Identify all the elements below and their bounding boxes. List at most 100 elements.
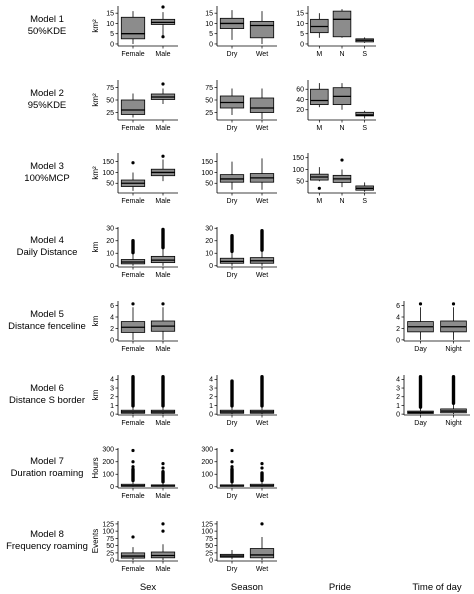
x-tick-label: Day	[414, 420, 427, 427]
x-tick-label: Male	[155, 346, 170, 353]
column-title-season: Season	[231, 582, 263, 593]
y-tick-label: 10	[296, 21, 304, 28]
y-tick-label: 0	[396, 337, 400, 344]
y-tick-label: 20	[296, 107, 304, 114]
box-iqr	[332, 10, 352, 38]
panel-model2-season: 25 50 75 Dry Wet	[205, 80, 277, 132]
box-iqr	[355, 111, 374, 117]
box-male	[150, 227, 176, 266]
y-tick-label: 10	[205, 21, 213, 28]
x-tick-label: Female	[121, 493, 144, 500]
box-female	[120, 535, 146, 561]
y-axis-label: km	[91, 389, 100, 400]
y-tick-label: 4	[209, 377, 213, 384]
row-label-line: Model 7	[30, 456, 64, 467]
row-label-line: Daily Distance	[17, 247, 78, 258]
box-dry	[219, 234, 245, 266]
y-tick-label: 0	[110, 412, 114, 419]
row-label-line: Model 4	[30, 235, 64, 246]
y-tick-label: 20	[106, 238, 114, 245]
x-tick-label: Male	[155, 493, 170, 500]
box-m	[310, 13, 329, 38]
row-label-line: Model 3	[30, 161, 64, 172]
box-night	[440, 375, 467, 415]
box-wet	[249, 462, 275, 487]
y-tick-label: 0	[110, 484, 114, 491]
y-tick-label: 50	[106, 543, 114, 550]
row-label-line: Distance fenceline	[8, 321, 86, 332]
panel-model6-sex: 0 1 2 34 km Female Male	[91, 375, 178, 427]
y-tick-label: 0	[209, 412, 213, 419]
outlier-point	[161, 466, 165, 470]
x-tick-label: Dry	[227, 198, 238, 205]
box-m	[310, 83, 329, 108]
y-tick-label: 150	[292, 155, 304, 162]
x-tick-label: Female	[121, 566, 144, 573]
y-tick-label: 150	[201, 159, 213, 166]
y-tick-label: 50	[106, 97, 114, 104]
box-night	[440, 302, 467, 340]
y-tick-label: 75	[205, 536, 213, 543]
outlier-point	[161, 154, 165, 158]
x-tick-label: Male	[155, 125, 170, 132]
x-tick-label: Wet	[256, 272, 268, 279]
y-tick-label: 4	[396, 314, 400, 321]
box-dry	[219, 10, 245, 40]
x-tick-label: M	[316, 198, 322, 205]
box-iqr	[120, 16, 146, 40]
x-tick-label: Wet	[256, 566, 268, 573]
y-tick-label: 50	[296, 179, 304, 186]
row-label-model-2: Model 295%KDE	[28, 88, 67, 111]
y-tick-label: 0	[209, 558, 213, 565]
y-tick-label: 0	[300, 41, 304, 48]
panel-model1-pride: 0 5 10 15 M N S	[296, 6, 376, 58]
x-tick-label: Male	[155, 198, 170, 205]
outlier-point	[161, 529, 165, 533]
y-tick-label: 5	[209, 31, 213, 38]
panel-model3-season: 50 100 150 Dry Wet	[201, 153, 277, 205]
box-wet	[249, 522, 275, 561]
y-tick-label: 300	[201, 447, 213, 454]
y-axis-label: km	[91, 241, 100, 252]
x-tick-label: Wet	[256, 493, 268, 500]
y-tick-label: 25	[205, 110, 213, 117]
box-male	[150, 302, 176, 340]
x-tick-label: N	[339, 125, 344, 132]
box-male	[150, 522, 176, 561]
y-tick-label: 300	[102, 447, 114, 454]
outlier-point	[317, 186, 321, 190]
box-n	[332, 158, 352, 188]
box-male	[150, 154, 176, 182]
outlier-point	[260, 462, 264, 466]
x-tick-label: Dry	[227, 272, 238, 279]
row-label-line: 50%KDE	[28, 26, 67, 37]
y-axis-label: Events	[91, 529, 100, 553]
y-tick-label: 2	[396, 394, 400, 401]
outlier-point	[131, 460, 135, 464]
y-tick-label: 75	[106, 536, 114, 543]
y-tick-label: 30	[205, 226, 213, 233]
panel-model5-time: 0 2 4 6 Day Night	[396, 301, 470, 353]
y-tick-label: 125	[102, 521, 114, 528]
x-tick-label: S	[362, 51, 367, 58]
y-tick-label: 3	[110, 385, 114, 392]
box-n	[332, 9, 352, 38]
box-female	[120, 161, 146, 191]
x-tick-label: Dry	[227, 493, 238, 500]
outlier-point	[131, 465, 135, 469]
y-tick-label: 100	[292, 167, 304, 174]
outlier-point	[161, 35, 165, 39]
x-tick-label: Female	[121, 272, 144, 279]
outlier-point	[230, 465, 234, 469]
y-tick-label: 25	[106, 550, 114, 557]
y-tick-label: 100	[102, 529, 114, 536]
box-iqr	[120, 99, 146, 115]
y-tick-label: 1	[110, 403, 114, 410]
box-n	[332, 83, 352, 110]
